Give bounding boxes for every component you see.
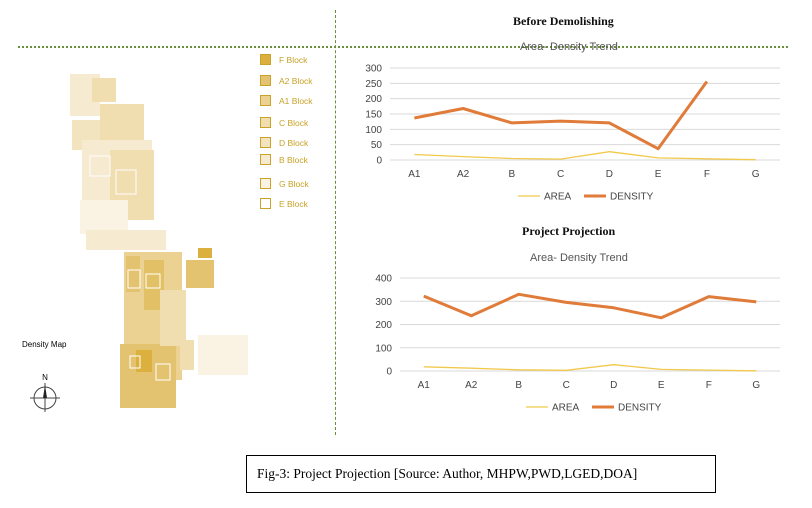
legend-swatch xyxy=(260,154,271,165)
legend-label: A1 Block xyxy=(279,95,313,106)
before-demolishing-title: Before Demolishing xyxy=(513,14,614,28)
y-tick-label: 300 xyxy=(365,64,382,75)
x-tick-label: C xyxy=(557,169,564,180)
x-tick-label: C xyxy=(563,380,570,391)
series-line-density xyxy=(414,80,709,151)
x-tick-label: D xyxy=(610,380,617,391)
legend-label: C Block xyxy=(279,117,309,128)
y-tick-label: 100 xyxy=(375,343,392,354)
y-tick-label: 200 xyxy=(375,320,392,331)
legend-label: D Block xyxy=(279,137,309,148)
y-tick-label: 100 xyxy=(365,125,382,136)
project-projection-title: Project Projection xyxy=(522,224,616,238)
chart-before-demolishing: 0 50 100 150 200 250 300 A1 A2 B C D E F G AREA DENSITY xyxy=(365,64,780,203)
x-tick-label: F xyxy=(704,169,710,180)
x-tick-label: G xyxy=(752,169,760,180)
x-tick-label: B xyxy=(515,380,522,391)
y-tick-label: 400 xyxy=(375,274,392,285)
vertical-divider xyxy=(335,10,336,435)
x-tick-label: A1 xyxy=(408,169,421,180)
map-legend-item: F Block xyxy=(260,54,307,65)
legend-label-area: AREA xyxy=(552,403,580,414)
x-tick-label: A2 xyxy=(465,380,478,391)
y-tick-label: 0 xyxy=(386,367,392,378)
density-map-label: Density Map xyxy=(22,340,67,349)
legend-label: B Block xyxy=(279,154,308,165)
series-line-area xyxy=(414,151,756,161)
legend-label: F Block xyxy=(279,54,308,65)
y-tick-label: 200 xyxy=(365,94,382,105)
y-tick-label: 300 xyxy=(375,297,392,308)
legend-label-area: AREA xyxy=(544,192,572,203)
x-tick-label: E xyxy=(655,169,662,180)
x-tick-label: D xyxy=(606,169,613,180)
x-tick-label: A2 xyxy=(457,169,470,180)
series-line-area xyxy=(423,364,757,372)
x-tick-label: B xyxy=(509,169,516,180)
map-legend-item: E Block xyxy=(260,198,308,209)
chart-project-projection: 0 100 200 300 400 A1 A2 B C D E F G AREA DENSITY xyxy=(375,274,780,414)
figure-caption: Fig-3: Project Projection [Source: Autho… xyxy=(246,455,716,493)
x-tick-label: G xyxy=(752,380,760,391)
y-tick-label: 50 xyxy=(371,140,383,151)
legend-label: A2 Block xyxy=(279,75,313,86)
map-legend-item: B Block xyxy=(260,154,308,165)
y-tick-label: 250 xyxy=(365,79,382,90)
north-compass-icon: N xyxy=(28,372,62,412)
legend-swatch xyxy=(260,117,271,128)
x-tick-label: E xyxy=(658,380,665,391)
series-line-density xyxy=(423,292,757,320)
legend-swatch xyxy=(260,198,271,209)
chart1-title: Area- Density Trend xyxy=(520,41,618,53)
legend-label: E Block xyxy=(279,198,308,209)
horizontal-divider xyxy=(18,46,788,48)
x-tick-label: F xyxy=(706,380,712,391)
legend-swatch xyxy=(260,178,271,189)
legend-swatch xyxy=(260,75,271,86)
map-legend-item: A1 Block xyxy=(260,95,313,106)
chart2-title: Area- Density Trend xyxy=(530,252,628,264)
map-legend-item: A2 Block xyxy=(260,75,313,86)
legend-label-density: DENSITY xyxy=(618,403,662,414)
legend-swatch xyxy=(260,137,271,148)
map-legend-item: D Block xyxy=(260,137,308,148)
y-tick-label: 0 xyxy=(376,156,382,167)
legend-label: G Block xyxy=(279,178,309,189)
legend-label-density: DENSITY xyxy=(610,192,654,203)
legend-swatch xyxy=(260,54,271,65)
y-tick-label: 150 xyxy=(365,110,382,121)
x-tick-label: A1 xyxy=(418,380,431,391)
map-legend-item: G Block xyxy=(260,178,309,189)
compass-letter: N xyxy=(42,373,48,382)
map-legend-item: C Block xyxy=(260,117,308,128)
density-map xyxy=(70,74,248,408)
legend-swatch xyxy=(260,95,271,106)
